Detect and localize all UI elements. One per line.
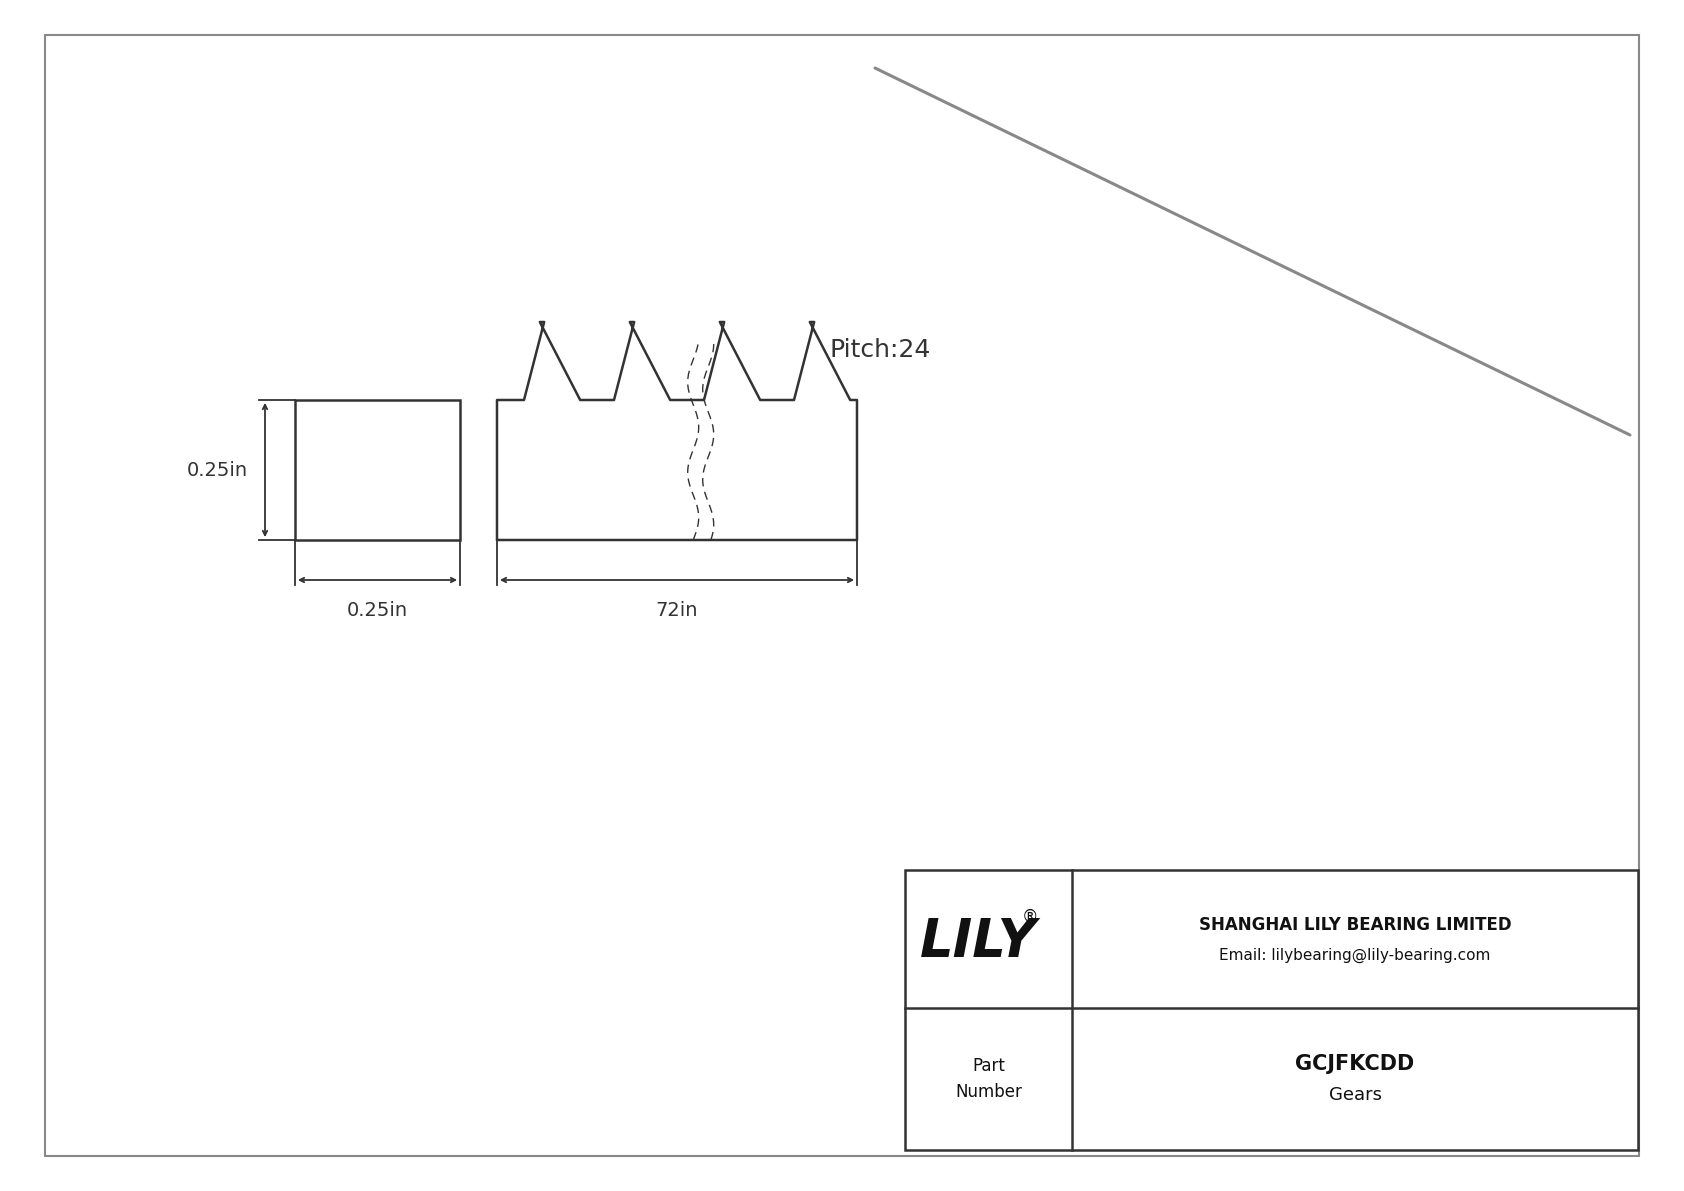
Text: GCJFKCDD: GCJFKCDD <box>1295 1054 1415 1074</box>
Text: ®: ® <box>1022 908 1039 925</box>
Bar <box>295 400 460 540</box>
Text: LILY: LILY <box>919 916 1037 968</box>
Text: 0.25in: 0.25in <box>187 461 248 480</box>
Text: Part
Number: Part Number <box>955 1056 1022 1102</box>
Text: 72in: 72in <box>655 600 699 619</box>
Bar <box>904 869 1639 1151</box>
Text: Pitch:24: Pitch:24 <box>830 338 931 362</box>
Text: Gears: Gears <box>1329 1086 1381 1104</box>
Text: Email: lilybearing@lily-bearing.com: Email: lilybearing@lily-bearing.com <box>1219 947 1490 962</box>
Text: SHANGHAI LILY BEARING LIMITED: SHANGHAI LILY BEARING LIMITED <box>1199 916 1511 934</box>
Text: 0.25in: 0.25in <box>347 600 408 619</box>
